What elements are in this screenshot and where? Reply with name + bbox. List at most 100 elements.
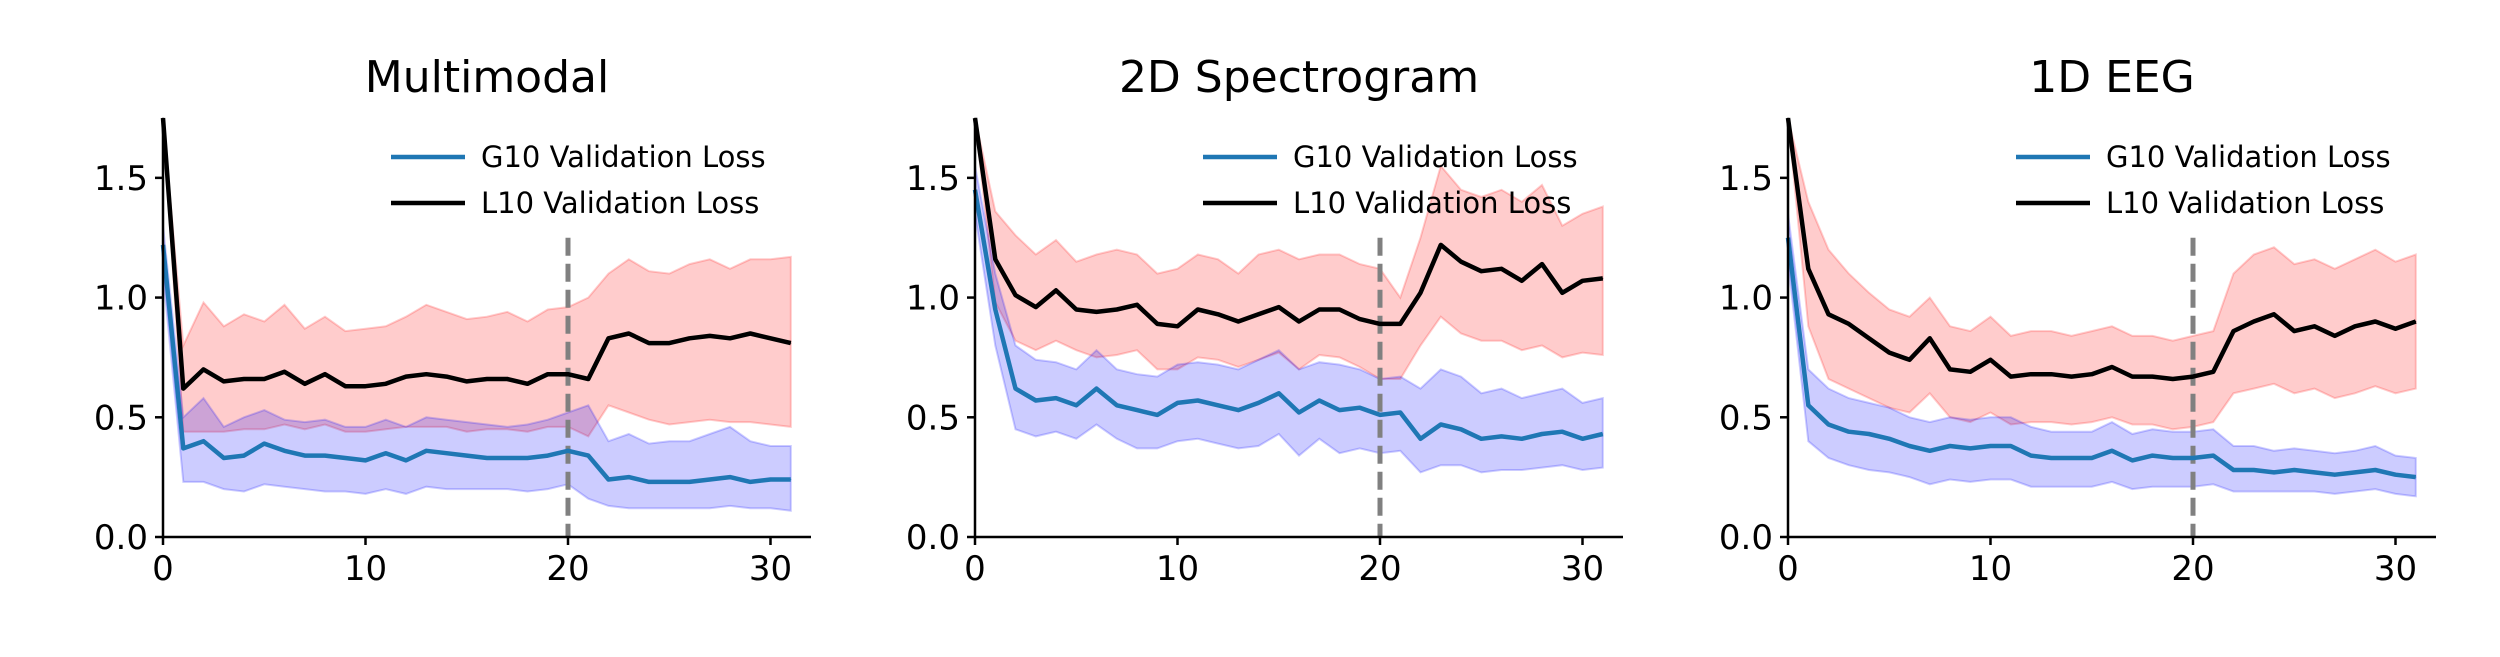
l10-data-point	[1379, 323, 1381, 325]
g10-data-point	[405, 459, 407, 461]
g10-data-point	[2212, 455, 2214, 457]
l10-data-point	[749, 332, 751, 334]
g10-data-point	[648, 481, 650, 483]
l10-data-point	[1177, 325, 1178, 327]
g10-data-point	[2314, 471, 2315, 473]
l10-data-point	[1561, 292, 1563, 294]
g10-data-point	[263, 443, 265, 445]
x-tick-label: 30	[2374, 549, 2417, 589]
g10-data-point	[2334, 474, 2336, 476]
l10-data-point	[1015, 294, 1016, 296]
g10-data-point	[527, 457, 528, 459]
g10-data-point	[506, 457, 508, 459]
g10-data-point	[567, 450, 569, 452]
chart-panel: Multimodal 0 10 20 30 0.0 0.5 1.0 1.5 G10 Validat…	[94, 52, 811, 589]
g10-data-point	[790, 479, 792, 481]
g10-data-point	[994, 309, 996, 311]
l10-data-point	[1399, 323, 1401, 325]
g10-data-point	[446, 452, 447, 454]
l10-data-point	[1298, 321, 1300, 323]
x-tick-label: 20	[2171, 549, 2214, 589]
chart-title: Multimodal	[365, 52, 609, 103]
g10-data-point	[466, 455, 468, 457]
l10-data-point	[668, 342, 670, 344]
l10-data-point	[1075, 309, 1077, 311]
l10-data-point	[790, 342, 792, 344]
l10-data-point	[2273, 313, 2275, 315]
l10-data-point	[1909, 359, 1910, 361]
g10-data-point	[365, 459, 366, 461]
g10-data-point	[486, 457, 488, 459]
g10-data-point	[2253, 469, 2255, 471]
legend-label: L10 Validation Loss	[2106, 186, 2384, 220]
g10-data-point	[1278, 392, 1280, 394]
g10-data-point	[2050, 457, 2052, 459]
l10-data-point	[2354, 325, 2356, 327]
g10-data-point	[1420, 438, 1421, 440]
g10-data-point	[1969, 447, 1971, 449]
y-tick-label: 1.0	[94, 279, 148, 319]
g10-data-point	[284, 450, 285, 452]
l10-data-point	[2111, 366, 2113, 368]
legend-label: G10 Validation Loss	[1293, 140, 1578, 174]
g10-data-point	[709, 479, 711, 481]
l10-series-line	[160, 117, 792, 391]
g10-data-point	[1318, 400, 1320, 402]
l10-data-point	[770, 337, 771, 339]
g10-confidence-band	[162, 225, 792, 512]
g10-series-line	[972, 189, 1604, 442]
g10-data-point	[2131, 459, 2133, 461]
l10-data-point	[1359, 318, 1361, 320]
g10-series-line	[160, 244, 791, 485]
l10-data-point	[648, 342, 650, 344]
g10-data-point	[1015, 388, 1016, 390]
l10-data-point	[1828, 313, 1829, 315]
g10-data-point	[2152, 455, 2153, 457]
g10-data-point	[2293, 469, 2295, 471]
g10-data-point	[749, 481, 751, 483]
y-tick-label: 0.5	[94, 398, 148, 438]
g10-data-point	[628, 476, 630, 478]
l10-data-point	[689, 337, 690, 339]
g10-data-point	[2091, 457, 2093, 459]
g10-data-point	[2233, 469, 2234, 471]
l10-data-point	[1521, 280, 1523, 282]
l10-data-point	[182, 388, 184, 390]
g10-data-point	[1807, 404, 1809, 406]
g10-data-point	[1868, 433, 1870, 435]
l10-data-point	[1848, 323, 1850, 325]
l10-data-point	[2010, 376, 2012, 378]
l10-data-point	[2030, 373, 2032, 375]
l10-data-point	[506, 378, 508, 380]
l10-data-point	[1440, 244, 1442, 246]
l10-data-point	[466, 380, 468, 382]
g10-data-point	[1501, 435, 1502, 437]
y-tick-label: 1.5	[906, 159, 960, 199]
g10-data-point	[1217, 404, 1219, 406]
g10-data-point	[1359, 407, 1361, 409]
l10-data-point	[1868, 337, 1870, 339]
g10-data-point	[2030, 455, 2032, 457]
l10-data-point	[1116, 309, 1118, 311]
l10-data-point	[2131, 376, 2133, 378]
y-tick-label: 1.0	[906, 279, 960, 319]
l10-data-point	[527, 383, 528, 385]
legend-label: G10 Validation Loss	[481, 140, 766, 174]
g10-data-point	[324, 455, 326, 457]
l10-data-point	[1278, 306, 1280, 308]
l10-data-point	[1807, 268, 1809, 270]
g10-data-point	[1177, 402, 1178, 404]
l10-data-point	[2415, 321, 2417, 323]
g10-data-point	[1075, 404, 1077, 406]
x-tick-label: 0	[152, 549, 174, 589]
g10-data-point	[1848, 431, 1850, 433]
l10-data-point	[1237, 321, 1239, 323]
g10-data-point	[2010, 445, 2012, 447]
g10-data-point	[2111, 450, 2113, 452]
legend-label: G10 Validation Loss	[2106, 140, 2391, 174]
l10-data-point	[2233, 330, 2234, 332]
g10-series-line	[1785, 237, 2417, 480]
g10-data-point	[2395, 474, 2396, 476]
chart-panel: 2D Spectrogram 0 10 20 30 0.0 0.5 1.0 1.5 G10 Val…	[906, 52, 1623, 589]
l10-data-point	[1501, 268, 1502, 270]
